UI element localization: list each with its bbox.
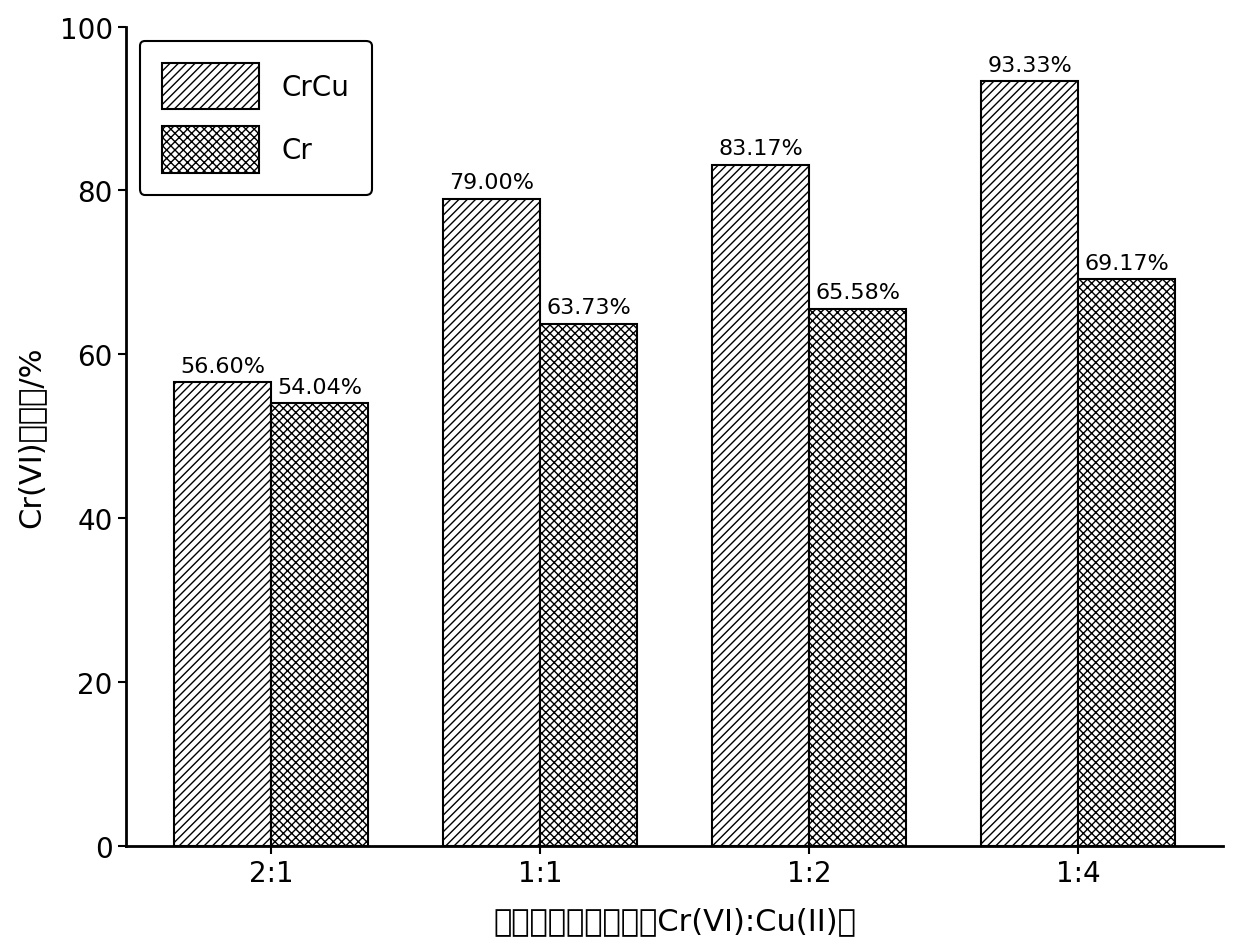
X-axis label: 复合废水浓度配比（Cr(VI):Cu(II)）: 复合废水浓度配比（Cr(VI):Cu(II)） <box>494 906 856 936</box>
Text: 83.17%: 83.17% <box>718 139 804 159</box>
Bar <box>808 309 906 845</box>
Bar <box>443 200 541 845</box>
Bar <box>712 166 808 845</box>
Bar <box>175 383 272 845</box>
Text: 79.00%: 79.00% <box>449 173 534 193</box>
Text: 69.17%: 69.17% <box>1084 253 1169 273</box>
Bar <box>981 82 1078 845</box>
Text: 93.33%: 93.33% <box>987 55 1073 75</box>
Y-axis label: Cr(VI)去除率/%: Cr(VI)去除率/% <box>16 347 46 527</box>
Bar <box>541 325 637 845</box>
Text: 54.04%: 54.04% <box>277 377 362 397</box>
Legend: CrCu, Cr: CrCu, Cr <box>140 42 372 195</box>
Text: 56.60%: 56.60% <box>180 356 265 376</box>
Text: 63.73%: 63.73% <box>546 298 631 318</box>
Bar <box>272 404 368 845</box>
Text: 65.58%: 65.58% <box>815 283 900 303</box>
Bar <box>1078 280 1176 845</box>
